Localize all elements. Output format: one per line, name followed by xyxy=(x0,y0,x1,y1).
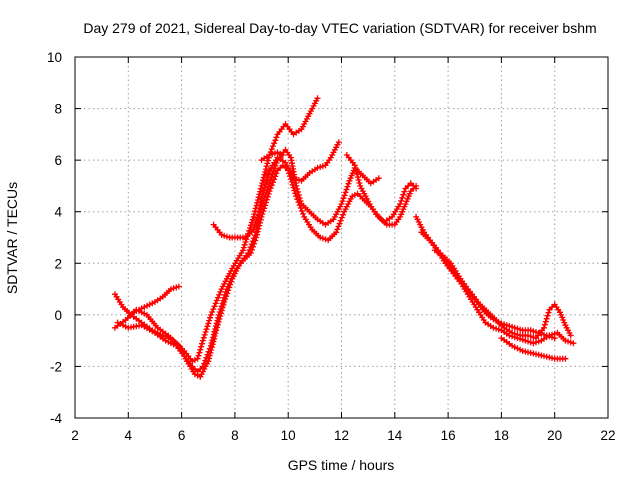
x-tick-label: 12 xyxy=(334,428,349,443)
plus-markers xyxy=(418,229,577,347)
plus-markers xyxy=(210,146,382,241)
x-axis-label: GPS time / hours xyxy=(288,457,395,473)
series-markers xyxy=(210,146,382,241)
y-tick-label: 4 xyxy=(54,205,62,220)
series-markers xyxy=(343,152,420,225)
x-tick-label: 6 xyxy=(178,428,186,443)
x-tick-label: 4 xyxy=(125,428,133,443)
series-satellite-track-5 xyxy=(210,146,382,241)
series-satellite-track-10 xyxy=(498,335,569,362)
x-tick-label: 2 xyxy=(71,428,79,443)
y-axis-label: SDTVAR / TECUs xyxy=(4,182,20,294)
series-satellite-track-6 xyxy=(258,149,286,164)
chart-title: Day 279 of 2021, Sidereal Day-to-day VTE… xyxy=(83,20,596,36)
y-tick-label: 10 xyxy=(47,50,62,65)
x-tick-label: 22 xyxy=(600,428,615,443)
series-satellite-track-9 xyxy=(418,229,577,347)
plus-markers xyxy=(343,152,420,225)
y-tick-label: 6 xyxy=(54,153,62,168)
x-tick-label: 14 xyxy=(387,428,403,443)
plus-markers xyxy=(431,247,558,342)
series-markers xyxy=(431,247,558,342)
series-satellite-track-2 xyxy=(112,139,342,380)
x-tick-label: 8 xyxy=(231,428,239,443)
y-tick-label: -4 xyxy=(50,411,62,426)
series-markers xyxy=(112,139,342,380)
series-line xyxy=(420,231,575,345)
y-tick-label: -2 xyxy=(50,359,62,374)
series-markers xyxy=(130,283,182,316)
x-tick-label: 16 xyxy=(441,428,456,443)
plus-markers xyxy=(112,139,342,380)
x-tick-label: 10 xyxy=(281,428,296,443)
grid xyxy=(75,57,608,418)
series-satellite-track-4 xyxy=(130,283,182,316)
series-markers xyxy=(258,149,286,164)
x-tick-label: 20 xyxy=(547,428,562,443)
x-tick-label: 18 xyxy=(494,428,509,443)
series-satellite-track-11 xyxy=(431,247,558,342)
y-tick-label: 2 xyxy=(54,256,62,271)
y-tick-label: 0 xyxy=(54,308,62,323)
plus-markers xyxy=(130,283,182,316)
plus-markers xyxy=(258,149,286,164)
axis-ticks: 2 4 6 8 10 12 14 16 18 20 22 -4 -2 0 2 4 6 8 10 xyxy=(47,50,616,443)
series-layer xyxy=(112,95,577,380)
y-tick-label: 8 xyxy=(54,102,62,117)
series-satellite-track-7 xyxy=(343,152,420,225)
series-markers xyxy=(418,229,577,347)
series-markers xyxy=(498,335,569,362)
plus-markers xyxy=(498,335,569,362)
